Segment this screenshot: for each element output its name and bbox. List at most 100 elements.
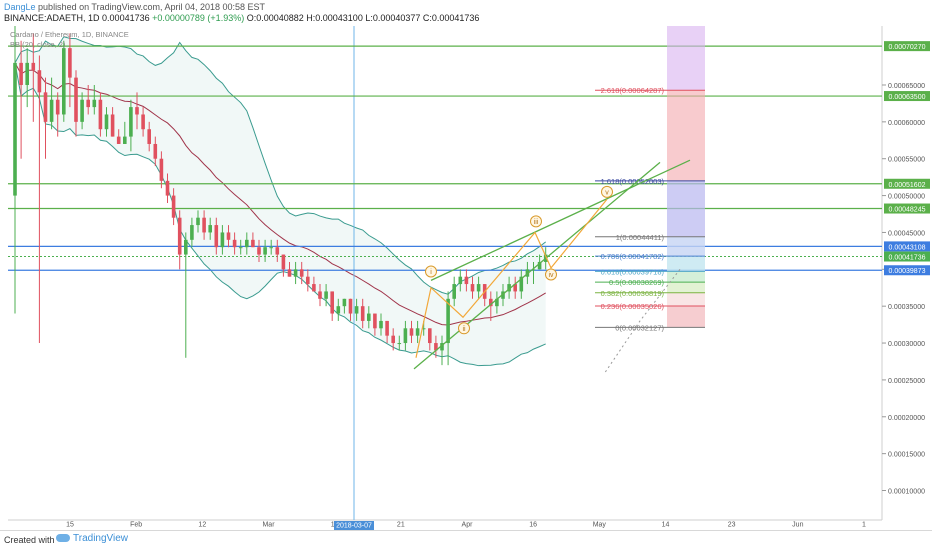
candle-body <box>13 62 17 196</box>
candle-body <box>190 225 194 240</box>
candle-body <box>251 239 255 248</box>
x-tick-label: 1 <box>862 522 866 529</box>
candle-body <box>354 306 359 314</box>
tradingview-logo[interactable]: TradingView <box>56 533 128 544</box>
candle-body <box>434 343 438 351</box>
candle-body <box>220 232 225 248</box>
y-tick-label: 0.00065000 <box>888 83 925 90</box>
price-tag-label: 0.00063500 <box>889 94 926 101</box>
candle-body <box>330 291 334 314</box>
candle-body <box>299 269 304 277</box>
price-tag-label: 0.00039873 <box>889 268 926 275</box>
x-tick-label: 14 <box>662 522 670 529</box>
candle-body <box>43 92 48 122</box>
candle-body <box>287 269 292 277</box>
candle-body <box>202 217 206 233</box>
candle-body <box>55 99 60 115</box>
candle-body <box>37 70 42 93</box>
candle-body <box>446 298 450 344</box>
candle-body <box>62 48 66 115</box>
price-tag-box <box>884 251 930 262</box>
symbol-label: BINANCE:ADAETH, 1D <box>4 13 100 23</box>
created-with-text: Created with <box>4 535 55 545</box>
wave-marker <box>458 322 470 335</box>
candle-body <box>306 276 310 285</box>
last-price: 0.00041736 <box>102 13 150 23</box>
bb-fill <box>15 36 546 366</box>
fib-zone <box>667 90 705 181</box>
candle-body <box>92 99 97 108</box>
bb-lower-band <box>14 62 546 367</box>
candle-body <box>537 261 542 270</box>
candle-body <box>501 291 505 299</box>
fib-zone <box>667 282 705 293</box>
trendline-upper <box>430 159 691 281</box>
author-name[interactable]: DangLe <box>4 2 36 12</box>
candle-body <box>531 269 536 271</box>
fib-zone <box>667 236 705 257</box>
y-tick-label: 0.00035000 <box>888 304 925 311</box>
candle-body <box>373 313 377 329</box>
candle-body <box>68 48 72 78</box>
candle-body <box>275 247 280 255</box>
candle-body <box>464 276 469 285</box>
candle-body <box>409 328 414 336</box>
wave-label: iii <box>534 219 539 226</box>
candle-body <box>171 195 176 218</box>
candle-body <box>49 99 54 122</box>
wave-marker <box>425 265 437 278</box>
fib-level-label: 0.5(0.00038269) <box>609 278 665 287</box>
wave-label: i <box>430 269 432 276</box>
price-tag-box <box>884 41 930 52</box>
candle-body <box>80 99 84 122</box>
publish-info: DangLe published on TradingView.com, Apr… <box>4 2 265 12</box>
candle-body <box>104 114 109 130</box>
fib-level-label: 0.382(0.00036819) <box>601 289 665 298</box>
x-tick-label: Mar <box>262 522 275 529</box>
candle-body <box>257 247 261 255</box>
price-tag-label: 0.00041736 <box>889 255 926 262</box>
price-tag-label: 0.00043108 <box>889 244 926 251</box>
candle-body <box>147 129 151 144</box>
candle-body <box>232 239 237 248</box>
x-tick-label: Feb <box>130 522 142 529</box>
candle-body <box>519 276 524 292</box>
cloud-icon <box>56 534 70 543</box>
y-tick-label: 0.00050000 <box>888 194 925 201</box>
candle-body <box>177 217 182 255</box>
y-tick-label: 0.00010000 <box>888 489 925 496</box>
candle-body <box>452 284 456 299</box>
projection-path <box>604 269 681 373</box>
candle-body <box>428 328 432 344</box>
fib-level-label: 1(0.00044411) <box>616 233 665 242</box>
x-tick-label: 23 <box>728 522 736 529</box>
candle-body <box>513 284 517 292</box>
price-chart[interactable]: 0.00065000 0.00060000 0.00055000 0.00050000… <box>0 0 932 530</box>
candle-body <box>74 77 78 122</box>
footer-bar: Created with TradingView <box>0 530 932 551</box>
plot-area <box>8 26 882 520</box>
fib-level-label: 0.236(0.00035026) <box>601 302 665 311</box>
wave-path <box>415 198 608 358</box>
candle-body <box>379 320 383 329</box>
candle-body <box>360 306 365 321</box>
fib-level-label: 0.618(0.00039718) <box>601 267 665 276</box>
candle-body <box>342 298 347 307</box>
trendline-lower <box>413 161 661 370</box>
bb-basis-line <box>14 62 546 326</box>
x-tick-label: 16 <box>529 522 537 529</box>
candle-body <box>159 158 164 181</box>
candle-body <box>470 284 475 292</box>
candle-body <box>403 328 408 344</box>
candle-body <box>135 107 139 115</box>
candle-body <box>165 180 170 196</box>
fib-zone <box>667 271 705 283</box>
candle-body <box>153 143 158 159</box>
candle-body <box>269 247 273 249</box>
candle-body <box>226 232 231 240</box>
candle-body <box>129 107 133 137</box>
fib-level-label: 2.618(0.00064287) <box>601 86 665 95</box>
fib-zone <box>667 180 705 237</box>
fib-zone <box>667 292 705 306</box>
x-tick-label: May <box>593 522 607 529</box>
